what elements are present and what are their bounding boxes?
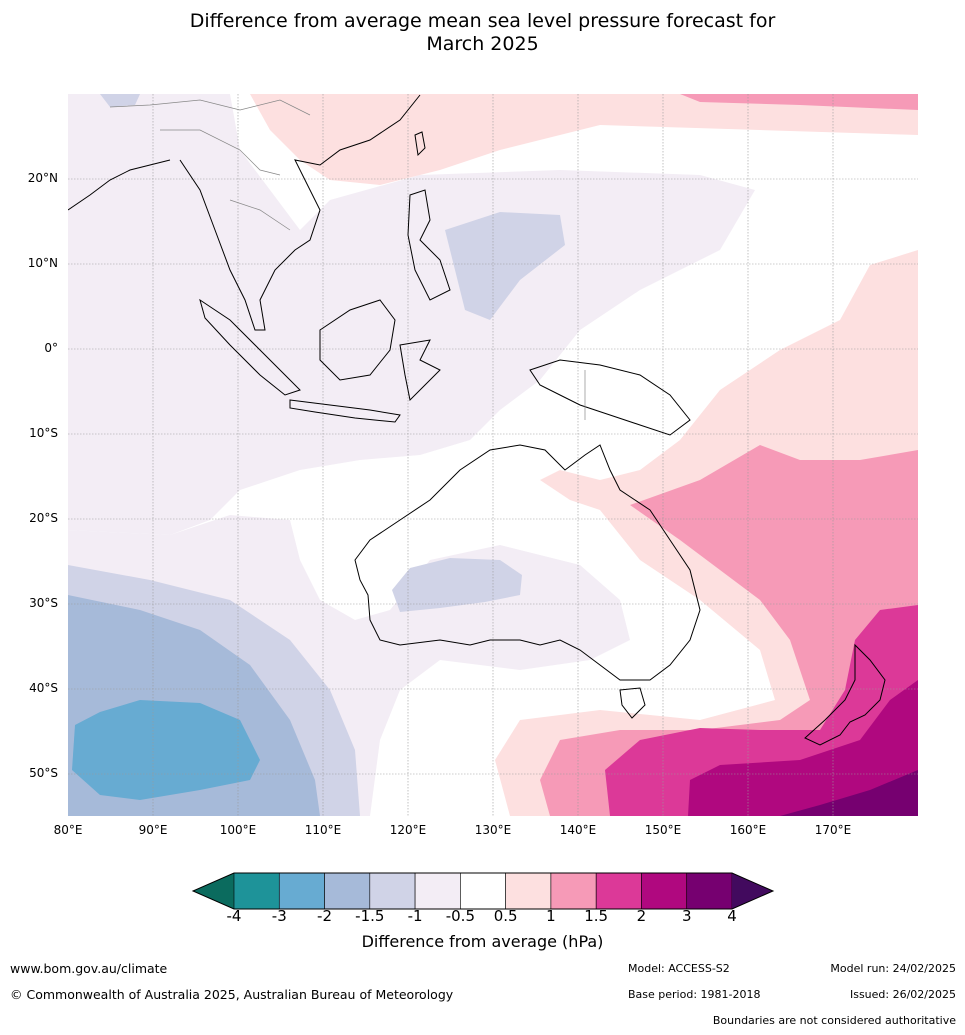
title-line-2: March 2025 <box>426 33 539 55</box>
colorbar-segment <box>324 872 371 910</box>
footer-issued: Issued: 26/02/2025 <box>849 988 956 1001</box>
lon-tick-label: 150°E <box>644 823 682 837</box>
colorbar-segment <box>369 872 416 910</box>
colorbar-segment <box>278 872 325 910</box>
sulawesi-coast <box>399 339 441 402</box>
lat-tick-label: 20°N <box>27 170 58 185</box>
colorbar-tick: -2 <box>317 907 333 925</box>
lon-tick-label: 130°E <box>474 823 512 837</box>
sumatra-coast <box>199 298 301 396</box>
colorbar-outline <box>191 872 775 910</box>
colorbar-segment <box>233 872 280 910</box>
colorbar-segment <box>641 872 688 910</box>
colorbar-segment <box>686 872 733 910</box>
colorbar-title: Difference from average (hPa) <box>361 932 604 951</box>
colorbar-under-arrow <box>193 873 234 909</box>
lat-tick-label: 10°S <box>29 425 58 440</box>
new-zealand-coast <box>804 643 886 746</box>
lat-tick-label: 50°S <box>29 765 58 780</box>
borders <box>109 99 586 420</box>
lon-tick-label: 120°E <box>389 823 427 837</box>
lon-tick-label: 170°E <box>814 823 852 837</box>
new-guinea-coast <box>529 359 691 436</box>
lat-tick-label: 10°N <box>27 255 58 270</box>
contour-minus-2 <box>72 700 260 800</box>
lon-tick-label: 80°E <box>53 823 83 837</box>
colorbar-over-arrow <box>732 873 773 909</box>
footer-model-run: Model run: 24/02/2025 <box>830 962 956 975</box>
footer-copyright: © Commonwealth of Australia 2025, Austra… <box>10 987 454 1002</box>
colorbar-tick: -1 <box>407 907 423 925</box>
footer-website[interactable]: www.bom.gov.au/climate <box>10 961 168 976</box>
colorbar-tick: 1 <box>546 907 556 925</box>
colorbar-tick: -4 <box>226 907 242 925</box>
lon-tick-label: 90°E <box>138 823 168 837</box>
contour-minus-1-philippines <box>445 212 565 320</box>
lon-tick-label: 140°E <box>559 823 597 837</box>
colorbar-tick: 2 <box>636 907 647 925</box>
title-line-1: Difference from average mean sea level p… <box>189 10 776 32</box>
colorbar-segment <box>460 872 506 910</box>
colorbar-tick: 0.5 <box>493 907 518 925</box>
contour-minus-1-australia <box>392 558 522 612</box>
chart-title: Difference from average mean sea level p… <box>0 10 965 56</box>
colorbar-segment <box>550 872 597 910</box>
contour-plus-3-south <box>780 770 918 816</box>
india-coast <box>68 159 171 211</box>
contour-plus-1-east <box>540 445 918 816</box>
footer-disclaimer: Boundaries are not considered authoritat… <box>712 1014 956 1027</box>
lat-tick-label: 40°S <box>29 680 58 695</box>
taiwan-coast <box>414 131 426 157</box>
borneo-coast <box>319 299 396 381</box>
pressure-anomaly-field <box>68 94 918 816</box>
lat-tick-label: 0° <box>44 340 58 355</box>
footer-model: Model: ACCESS-S2 <box>628 962 730 975</box>
colorbar-segment <box>595 872 642 910</box>
colorbar-tick: -1.5 <box>355 907 385 925</box>
contour-plus-1-north <box>680 94 918 110</box>
tasmania-coast <box>619 687 646 719</box>
contour-minus-0.5 <box>68 94 755 535</box>
colorbar-segment <box>414 872 461 910</box>
colorbar-tick: 1.5 <box>584 907 609 925</box>
lon-tick-label: 160°E <box>729 823 767 837</box>
colorbar-tick: -3 <box>271 907 287 925</box>
colorbar-segment <box>505 872 552 910</box>
lon-tick-label: 110°E <box>304 823 342 837</box>
lat-tick-label: 20°S <box>29 510 58 525</box>
map-gridlines <box>68 94 918 816</box>
contour-plus-2-south <box>688 680 918 816</box>
colorbar-tick: 3 <box>681 907 692 925</box>
colorbar-tick: -0.5 <box>445 907 475 925</box>
contour-minus-0.5-northwest <box>100 94 140 107</box>
indochina-coast <box>179 94 421 331</box>
coastlines <box>68 94 886 746</box>
australia-coast <box>354 444 701 681</box>
contour-plus-0.5-north <box>250 94 918 185</box>
footer-base-period: Base period: 1981-2018 <box>628 988 761 1001</box>
colorbar-segments <box>233 872 733 910</box>
java-coast <box>289 399 401 423</box>
colorbar-tick: 4 <box>727 907 737 925</box>
lat-tick-label: 30°S <box>29 595 58 610</box>
philippines-coast <box>407 189 451 301</box>
colorbar <box>191 872 775 910</box>
lon-tick-label: 100°E <box>219 823 257 837</box>
